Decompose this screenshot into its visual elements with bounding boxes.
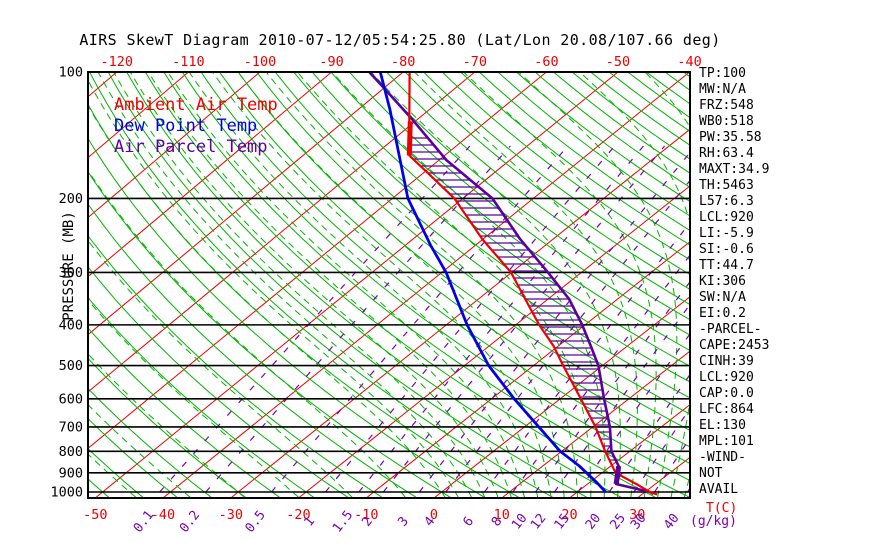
dew-point-curve — [378, 72, 607, 493]
svg-text:-80: -80 — [391, 54, 415, 70]
index-value: FRZ:548 — [699, 98, 754, 113]
svg-text:20: 20 — [561, 507, 577, 523]
svg-text:12: 12 — [528, 511, 549, 533]
legend-ambient-temp: Ambient Air Temp — [114, 95, 278, 115]
svg-text:600: 600 — [59, 391, 83, 407]
index-value: TH:5463 — [699, 178, 754, 193]
svg-text:-100: -100 — [244, 54, 277, 70]
svg-text:30: 30 — [629, 507, 645, 523]
index-value: SI:-0.6 — [699, 242, 754, 257]
svg-text:-50: -50 — [83, 507, 107, 523]
index-value: EI:0.2 — [699, 306, 746, 321]
svg-text:-30: -30 — [219, 507, 243, 523]
legend: Ambient Air Temp Dew Point Temp Air Parc… — [114, 95, 278, 158]
index-value: AVAIL — [699, 482, 739, 497]
page-title: AIRS SkewT Diagram 2010-07-12/05:54:25.8… — [79, 31, 721, 49]
index-value: CINH:39 — [699, 354, 754, 369]
svg-text:1000: 1000 — [50, 485, 83, 501]
index-value: CAP:0.0 — [699, 386, 754, 401]
index-value: -WIND- — [699, 450, 746, 465]
svg-text:-10: -10 — [354, 507, 378, 523]
index-value: PW:35.58 — [699, 130, 762, 145]
pressure-axis-label: PRESSURE (MB) — [61, 211, 77, 321]
svg-text:25: 25 — [608, 511, 629, 533]
cape-hatching — [409, 137, 616, 461]
index-value: EL:130 — [699, 418, 746, 433]
el-marker — [406, 121, 413, 156]
svg-text:-20: -20 — [286, 507, 310, 523]
index-value: KI:306 — [699, 274, 746, 289]
index-value: WB0:518 — [699, 114, 754, 129]
svg-text:-40: -40 — [151, 507, 175, 523]
index-value: TP:100 — [699, 66, 746, 81]
legend-air-parcel: Air Parcel Temp — [114, 137, 268, 157]
svg-text:-110: -110 — [172, 54, 205, 70]
svg-text:800: 800 — [59, 444, 83, 460]
svg-text:-90: -90 — [319, 54, 343, 70]
moist-adiabat-lines — [88, 72, 690, 498]
svg-text:700: 700 — [59, 419, 83, 435]
indices-panel: TP:100 MW:N/A FRZ:548 WB0:518 PW:35.58 RH:63.… — [699, 66, 769, 498]
svg-text:-120: -120 — [101, 54, 134, 70]
svg-text:10: 10 — [494, 507, 510, 523]
index-value: LCL:920 — [699, 370, 754, 385]
plot-border — [87, 71, 691, 499]
svg-text:100: 100 — [59, 65, 83, 81]
svg-text:0.2: 0.2 — [177, 508, 203, 536]
index-value: SW:N/A — [699, 290, 746, 305]
svg-text:-50: -50 — [606, 54, 630, 70]
index-value: MPL:101 — [699, 434, 754, 449]
lcl-marker — [613, 465, 622, 485]
pressure-gridlines — [88, 72, 690, 493]
mixing-ratio-axis-label: (g/kg) — [690, 514, 737, 529]
legend-dew-point: Dew Point Temp — [114, 116, 258, 136]
svg-text:900: 900 — [59, 465, 83, 481]
index-value: RH:63.4 — [699, 146, 754, 161]
index-value: CAPE:2453 — [699, 338, 770, 353]
svg-text:400: 400 — [59, 317, 83, 333]
svg-text:0.5: 0.5 — [243, 508, 269, 536]
svg-text:1.5: 1.5 — [330, 508, 356, 536]
mixing-ratio-lines — [159, 145, 690, 493]
pressure-tick-labels: 100 200 300 400 500 600 700 800 900 1000 — [50, 65, 83, 501]
svg-text:200: 200 — [59, 191, 83, 207]
svg-text:300: 300 — [59, 265, 83, 281]
svg-text:-70: -70 — [463, 54, 487, 70]
svg-text:500: 500 — [59, 358, 83, 374]
index-value: -PARCEL- — [699, 322, 762, 337]
index-value: MW:N/A — [699, 82, 746, 97]
svg-text:3: 3 — [395, 514, 412, 529]
index-value: LCL:920 — [699, 210, 754, 225]
svg-text:40: 40 — [661, 511, 682, 533]
index-value: NOT — [699, 466, 723, 481]
svg-text:0: 0 — [430, 507, 438, 523]
index-value: MAXT:34.9 — [699, 162, 770, 177]
bottom-temp-tick-labels: -50 -40 -30 -20 -10 0 10 20 30 — [83, 507, 645, 523]
plot-area — [88, 72, 690, 498]
svg-text:20: 20 — [583, 511, 604, 533]
top-temp-tick-labels: -120 -110 -100 -90 -80 -70 -60 -50 -40 — [101, 54, 702, 70]
index-value: LI:-5.9 — [699, 226, 754, 241]
index-value: TT:44.7 — [699, 258, 754, 273]
index-value: L57:6.3 — [699, 194, 754, 209]
svg-text:6: 6 — [460, 514, 477, 529]
svg-text:10: 10 — [509, 511, 530, 533]
temperature-axis-label: T(C) — [706, 501, 738, 516]
svg-text:-60: -60 — [534, 54, 558, 70]
index-value: LFC:864 — [699, 402, 754, 417]
svg-text:-40: -40 — [677, 54, 701, 70]
